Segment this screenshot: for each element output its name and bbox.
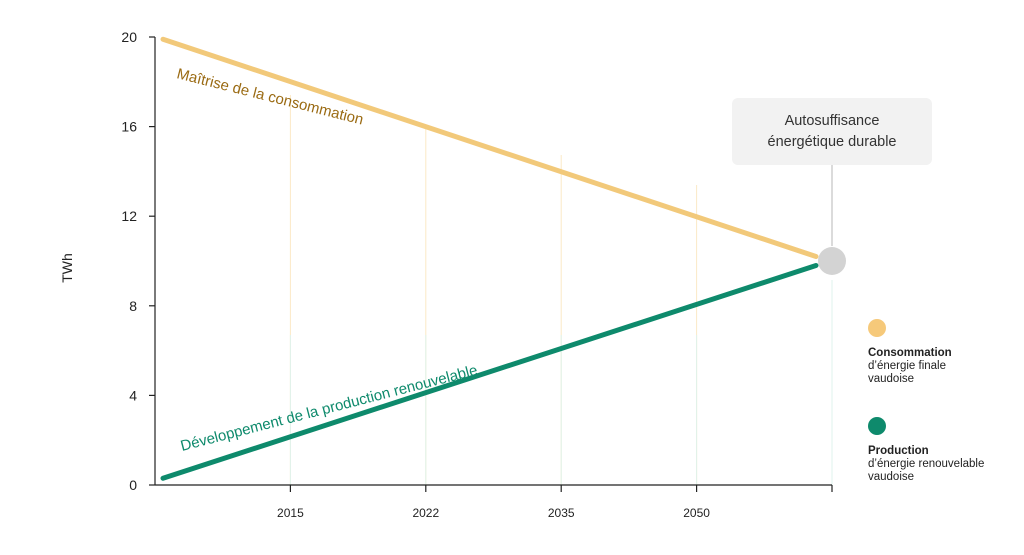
legend-title-production: Production	[868, 445, 929, 457]
y-tick-label: 0	[129, 477, 137, 493]
y-tick-label: 8	[129, 298, 137, 314]
legend-swatch-production	[868, 417, 886, 435]
series-line-consommation	[160, 36, 819, 260]
legend-item-consommation: Consommation d’énergie finale vaudoise	[868, 319, 1018, 386]
x-tick-label: 2015	[277, 506, 304, 520]
legend-desc-production-2: vaudoise	[868, 471, 915, 483]
series-line-production	[160, 262, 819, 481]
callout-box: Autosuffisance énergétique durable	[732, 98, 932, 165]
series-label-production: Développement de la production renouvela…	[179, 362, 480, 455]
y-axis-ticks: 20 16 12 8 4 0	[121, 29, 155, 493]
axes	[154, 37, 832, 486]
x-axis-ticks: 2015 2022 2035 2050	[277, 485, 833, 520]
legend-desc-production-1: d’énergie renouvelable	[868, 458, 985, 470]
x-tick-label: 2050	[683, 506, 710, 520]
convergence-point	[818, 247, 846, 275]
x-tick-label: 2035	[548, 506, 575, 520]
y-tick-label: 4	[129, 387, 137, 403]
callout-line-2: énergétique durable	[767, 133, 897, 150]
y-tick-label: 20	[121, 29, 137, 45]
series-lines	[160, 36, 819, 481]
legend-desc-consommation-2: vaudoise	[868, 373, 915, 385]
legend-item-production: Production d’énergie renouvelable vaudoi…	[868, 417, 1018, 484]
vertical-guides	[289, 95, 833, 485]
y-tick-label: 16	[121, 119, 137, 135]
x-tick-label: 2022	[412, 506, 439, 520]
legend-swatch-consommation	[868, 319, 886, 337]
y-axis-title: TWh	[59, 253, 75, 283]
legend-desc-consommation-1: d’énergie finale	[868, 360, 947, 372]
legend-title-consommation: Consommation	[868, 347, 952, 359]
series-labels: Maîtrise de la consommationDéveloppement…	[175, 65, 479, 454]
callout-line-1: Autosuffisance	[784, 112, 880, 129]
y-tick-label: 12	[121, 208, 137, 224]
